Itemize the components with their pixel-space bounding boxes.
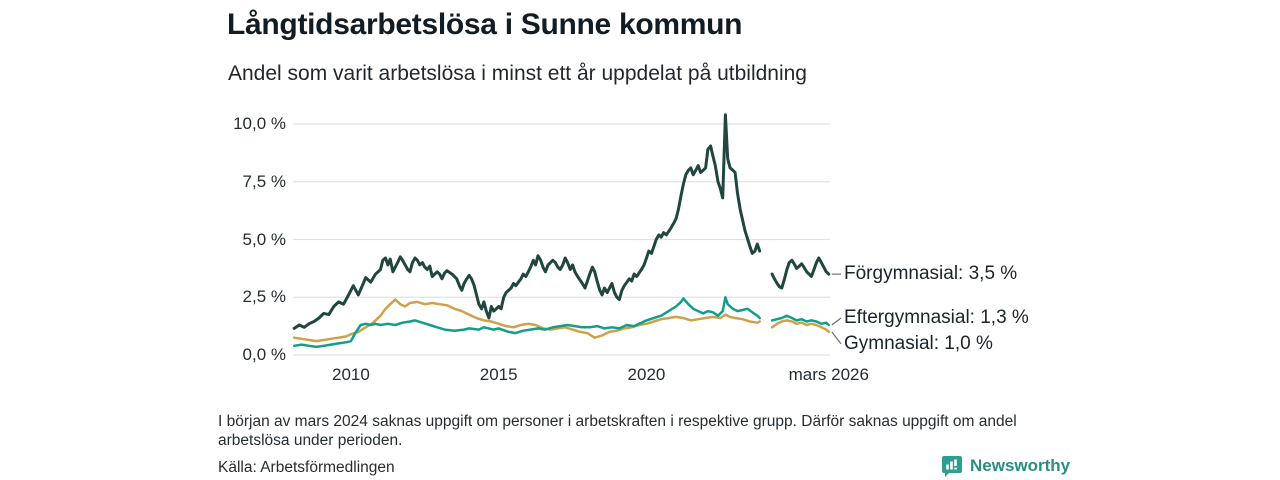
series-line-forgymnasial [292,113,762,330]
x-axis-tick-label: 2015 [479,365,518,384]
label-connector-gymnasial [831,331,842,345]
series-end-label-forgymnasial: Förgymnasial: 3,5 % [844,263,1018,285]
y-axis-tick-label: 10,0 % [233,114,286,133]
y-axis-tick-label: 2,5 % [242,287,286,307]
series-line-gymnasial [292,298,761,343]
page-title: Långtidsarbetslösa i Sunne kommun [227,8,743,41]
y-axis-tick-label: 0,0 % [242,345,286,364]
x-axis-tick-label: 2010 [332,365,370,384]
series-end-label-gymnasial: Gymnasial: 1,0 % [844,332,993,354]
series-line-eftergymnasial [770,314,831,327]
series-line-gymnasial [770,319,831,334]
x-axis-tick-label: 2020 [627,365,666,384]
chart-subtitle: Andel som varit arbetslösa i minst ett å… [228,62,807,85]
series-line-eftergymnasial [292,296,761,349]
y-axis-tick-label: 5,0 % [242,229,286,249]
source-credit: Källa: Arbetsförmedlingen [218,459,395,476]
series-end-label-eftergymnasial: Eftergymnasial: 1,3 % [844,306,1029,328]
label-connector-eftergymnasial [831,317,842,326]
brand-logo: Newsworthy [941,455,1070,477]
series-line-forgymnasial [770,256,831,290]
bar-chart-speech-bubble-icon [942,456,962,477]
x-axis-tick-label: mars 2026 [788,365,869,384]
y-axis-tick-label: 7,5 % [242,171,286,191]
footnote-missing-data: I början av mars 2024 saknas uppgift om … [218,413,1017,449]
brand-name: Newsworthy [970,456,1071,475]
